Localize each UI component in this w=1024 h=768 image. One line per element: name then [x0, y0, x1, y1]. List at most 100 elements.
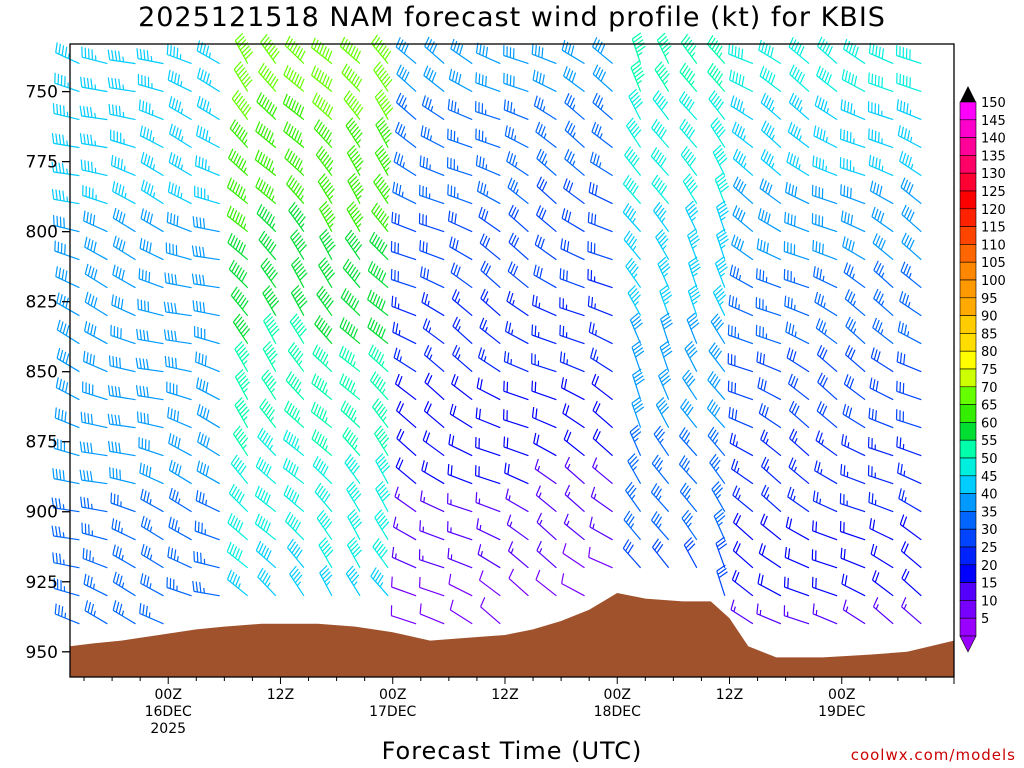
- colorbar-label: 110: [981, 238, 1006, 253]
- wind-barb: [140, 179, 164, 205]
- wind-barb: [164, 355, 192, 373]
- colorbar-swatch: [959, 475, 977, 494]
- wind-barb: [163, 329, 192, 345]
- wind-barb: [288, 201, 306, 233]
- x-tick-label: 00Z: [379, 687, 406, 703]
- wind-barb: [392, 321, 417, 345]
- wind-barb: [683, 537, 698, 569]
- colorbar-label: 130: [981, 167, 1006, 182]
- colorbar-swatch: [959, 261, 977, 281]
- wind-barb: [684, 340, 698, 372]
- wind-barb: [507, 261, 529, 289]
- wind-barb: [232, 425, 249, 457]
- wind-barb: [589, 151, 613, 177]
- wind-barb: [234, 341, 250, 372]
- y-tick-label: 825: [26, 293, 58, 313]
- wind-barb: [233, 61, 253, 92]
- wind-barb: [255, 177, 277, 205]
- wind-barb: [651, 454, 670, 485]
- colorbar-label: 135: [981, 149, 1006, 164]
- wind-barb: [346, 537, 363, 569]
- wind-barb: [632, 368, 645, 400]
- wind-barb: [421, 292, 445, 317]
- colorbar-swatch: [959, 493, 977, 512]
- wind-barb: [84, 263, 108, 289]
- wind-barb: [506, 514, 529, 541]
- wind-barb: [872, 233, 894, 261]
- wind-barb: [108, 355, 136, 373]
- wind-barb: [761, 120, 782, 149]
- wind-barb: [657, 256, 671, 288]
- wind-barb: [504, 462, 529, 485]
- wind-barb: [449, 236, 473, 261]
- wind-barb: [318, 257, 336, 289]
- wind-barb: [678, 427, 698, 457]
- wind-barb: [476, 518, 501, 541]
- colorbar-label: 75: [981, 363, 998, 378]
- wind-barb: [653, 201, 670, 233]
- wind-barb: [760, 456, 782, 485]
- wind-barb: [79, 469, 108, 485]
- wind-barb: [80, 411, 108, 429]
- colorbar-swatch: [959, 368, 977, 388]
- wind-barb: [840, 210, 866, 233]
- wind-barb: [901, 232, 922, 261]
- wind-barb: [420, 490, 445, 513]
- wind-barb: [166, 381, 192, 401]
- wind-barb: [844, 344, 866, 373]
- wind-barb: [475, 465, 501, 485]
- wind-barb: [395, 457, 417, 485]
- wind-barb: [731, 121, 754, 149]
- colorbar-swatch: [959, 600, 977, 619]
- wind-barb: [841, 68, 866, 93]
- wind-barb: [898, 488, 922, 513]
- wind-barb: [812, 520, 838, 541]
- colorbar-swatch: [959, 528, 977, 548]
- wind-barb: [591, 373, 613, 401]
- wind-barb: [812, 490, 838, 513]
- colorbar-label: 140: [981, 132, 1006, 147]
- colorbar-swatch: [959, 422, 977, 441]
- wind-barb: [192, 580, 220, 597]
- wind-barb: [901, 204, 922, 233]
- wind-barb: [560, 238, 585, 261]
- wind-barb: [194, 185, 220, 205]
- wind-barb: [589, 516, 613, 541]
- wind-barb: [254, 485, 277, 513]
- wind-barb: [712, 284, 727, 316]
- wind-barb: [283, 429, 305, 457]
- wind-barb: [503, 99, 529, 121]
- wind-barb: [395, 92, 417, 121]
- wind-barb: [732, 176, 754, 205]
- wind-barb: [81, 46, 108, 65]
- wind-barb: [340, 400, 361, 429]
- wind-barb: [254, 513, 277, 541]
- wind-barb: [897, 321, 922, 345]
- wind-barb: [843, 262, 866, 289]
- colorbar-label: 100: [981, 274, 1006, 289]
- wind-barb: [369, 371, 389, 401]
- colorbar-label: 25: [981, 541, 998, 556]
- wind-barb: [345, 565, 361, 597]
- wind-barb: [844, 289, 866, 317]
- wind-barb: [52, 103, 80, 121]
- wind-barb: [343, 90, 364, 120]
- wind-barb: [107, 413, 136, 429]
- colorbar-label: 145: [981, 114, 1006, 129]
- x-tick-label: 19DEC: [818, 704, 865, 720]
- wind-barb: [757, 573, 782, 597]
- wind-barb: [138, 268, 164, 289]
- wind-barb: [448, 68, 473, 93]
- wind-barb: [447, 99, 473, 121]
- wind-barb: [564, 456, 585, 485]
- wind-barb: [371, 202, 390, 233]
- colorbar-swatch: [959, 137, 977, 156]
- wind-barb: [785, 516, 810, 541]
- wind-barb: [710, 117, 726, 148]
- wind-barb: [587, 268, 613, 289]
- wind-barb: [81, 522, 108, 541]
- colorbar-label: 5: [981, 612, 989, 627]
- wind-barb: [373, 425, 390, 457]
- wind-barb: [347, 172, 364, 204]
- wind-barb: [196, 460, 220, 485]
